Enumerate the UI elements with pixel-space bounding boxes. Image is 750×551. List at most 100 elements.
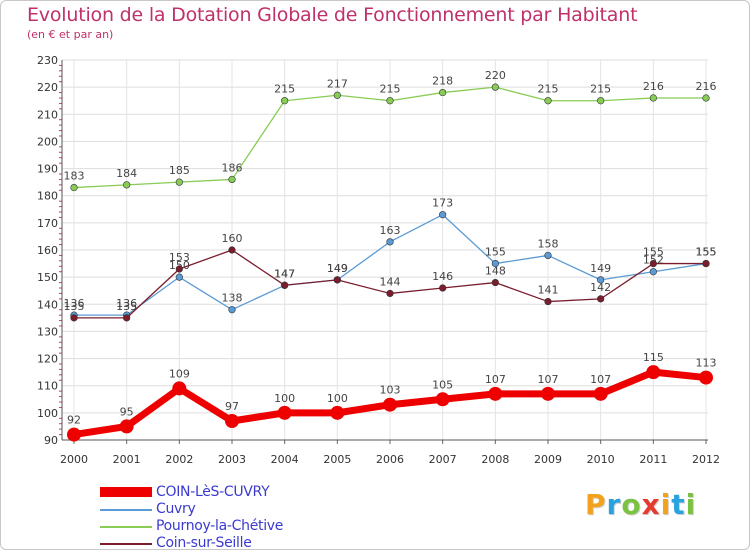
data-label: 155 — [485, 246, 506, 259]
data-point — [175, 178, 183, 186]
data-label: 113 — [696, 357, 717, 370]
data-point — [699, 370, 713, 385]
data-point — [439, 88, 447, 97]
data-point — [123, 181, 131, 189]
data-point — [277, 405, 292, 420]
data-label: 217 — [327, 77, 348, 90]
logo-letter: P — [585, 488, 607, 521]
x-tick-label: 2007 — [429, 453, 457, 466]
data-label: 135 — [116, 300, 137, 313]
data-label: 160 — [222, 232, 243, 245]
y-tick-label: 230 — [37, 54, 58, 67]
data-label: 215 — [538, 83, 559, 96]
data-label: 149 — [327, 262, 348, 275]
data-label: 95 — [120, 405, 134, 418]
data-label: 138 — [222, 292, 243, 305]
data-point — [333, 91, 341, 99]
data-point — [386, 289, 394, 298]
y-tick-label: 200 — [37, 135, 58, 148]
data-label: 115 — [643, 351, 664, 364]
legend-swatch — [100, 543, 152, 545]
data-label: 155 — [643, 246, 664, 259]
data-label: 100 — [327, 392, 348, 405]
logo-letter: r — [606, 488, 622, 521]
y-tick-label: 220 — [37, 81, 58, 94]
legend-swatch — [100, 526, 152, 528]
data-point — [541, 386, 555, 401]
data-point — [172, 381, 187, 396]
data-point — [649, 268, 657, 276]
data-label: 153 — [169, 251, 190, 264]
data-point — [333, 276, 341, 284]
data-label: 218 — [432, 75, 453, 88]
chart-title: Evolution de la Dotation Globale de Fonc… — [27, 4, 638, 26]
data-label: 100 — [274, 392, 295, 405]
data-point — [386, 238, 394, 246]
x-tick-label: 2008 — [481, 453, 509, 466]
data-point — [649, 94, 657, 102]
data-label: 147 — [274, 267, 295, 280]
y-tick-label: 210 — [37, 108, 58, 121]
x-tick-label: 2003 — [218, 453, 246, 466]
x-tick-label: 2000 — [60, 453, 88, 466]
data-point — [281, 97, 289, 105]
data-point — [593, 386, 608, 401]
data-point — [649, 259, 657, 268]
y-tick-label: 180 — [37, 190, 58, 203]
legend-label: Cuvry — [156, 501, 196, 517]
data-label: 149 — [590, 262, 611, 275]
data-label: 136 — [116, 297, 137, 310]
data-label: 216 — [696, 80, 717, 93]
data-point — [702, 259, 710, 268]
data-point — [491, 278, 499, 287]
data-label: 173 — [432, 197, 453, 210]
x-tick-label: 2005 — [323, 453, 351, 466]
logo-letter: o — [621, 488, 642, 521]
data-point — [67, 427, 81, 442]
x-tick-label: 2010 — [587, 453, 615, 466]
data-label: 147 — [274, 267, 295, 280]
legend-label: Pournoy-la-Chétive — [156, 518, 284, 534]
data-label: 185 — [169, 164, 190, 177]
logo-letter: i — [685, 488, 697, 521]
x-tick-label: 2011 — [639, 453, 667, 466]
data-point — [70, 183, 78, 192]
data-point — [544, 297, 552, 306]
data-point — [175, 273, 183, 281]
x-tick-label: 2009 — [534, 453, 562, 466]
data-point — [383, 397, 397, 412]
data-point — [386, 97, 394, 105]
data-label: 149 — [327, 262, 348, 275]
data-label: 183 — [64, 170, 85, 183]
legend-swatch — [100, 509, 152, 511]
logo-letter: x — [641, 488, 661, 521]
data-label: 141 — [538, 284, 559, 297]
data-label: 142 — [590, 281, 611, 294]
data-label: 220 — [485, 69, 506, 82]
data-point — [597, 295, 605, 303]
data-label: 136 — [64, 297, 85, 310]
data-point — [544, 251, 552, 260]
data-label: 107 — [485, 373, 506, 386]
data-label: 109 — [169, 367, 190, 380]
y-tick-label: 140 — [37, 298, 58, 311]
data-point — [702, 94, 710, 102]
data-label: 148 — [485, 265, 506, 278]
chart-subtitle: (en € et par an) — [27, 28, 114, 41]
y-tick-label: 160 — [37, 244, 58, 257]
data-point — [597, 276, 605, 284]
data-label: 184 — [116, 167, 137, 180]
data-label: 103 — [380, 384, 401, 397]
data-point — [175, 265, 183, 273]
x-tick-label: 2006 — [376, 453, 404, 466]
proxiti-logo: Proxiti — [585, 488, 696, 521]
legend-label: COIN-LèS-CUVRY — [156, 484, 270, 500]
data-label: 158 — [538, 237, 559, 250]
data-label: 92 — [67, 414, 81, 427]
data-label: 155 — [696, 246, 717, 259]
data-point — [435, 392, 450, 407]
data-point — [646, 365, 661, 380]
data-point — [228, 246, 236, 254]
y-tick-label: 90 — [44, 434, 58, 447]
